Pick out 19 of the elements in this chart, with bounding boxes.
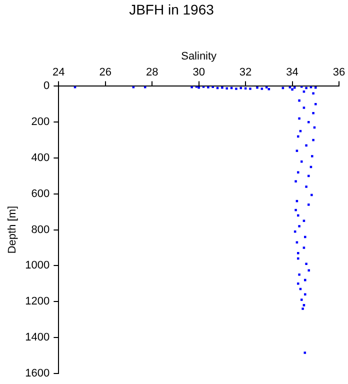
y-tick-label: 1400 bbox=[25, 332, 50, 344]
x-tick-label: 26 bbox=[99, 66, 112, 79]
chart-title: JBFH in 1963 bbox=[129, 1, 214, 18]
x-tick-label: 30 bbox=[192, 66, 205, 79]
x-tick-label: 34 bbox=[286, 66, 298, 79]
x-tick-label: 24 bbox=[52, 66, 65, 79]
y-axis-title: Depth [m] bbox=[6, 206, 19, 254]
x-tick-label: 32 bbox=[239, 66, 252, 79]
y-tick-label: 1000 bbox=[25, 260, 50, 272]
y-tick-label: 1200 bbox=[25, 296, 50, 308]
x-tick-label: 28 bbox=[146, 66, 158, 79]
y-tick-label: 200 bbox=[31, 116, 50, 128]
y-tick-label: 1600 bbox=[25, 367, 50, 380]
y-tick-label: 600 bbox=[31, 188, 50, 200]
y-tick-label: 400 bbox=[31, 152, 50, 164]
y-tick-label: 800 bbox=[31, 224, 50, 236]
x-axis-title: Salinity bbox=[181, 50, 218, 62]
y-tick-label: 0 bbox=[44, 80, 50, 92]
x-tick-label: 36 bbox=[332, 66, 346, 79]
